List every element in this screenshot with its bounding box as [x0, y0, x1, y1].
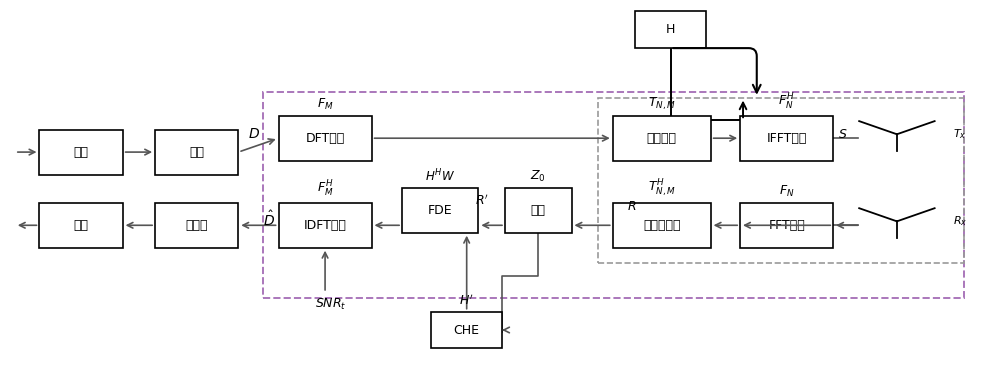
Text: FFT变换: FFT变换 [768, 219, 805, 232]
Text: $F_N$: $F_N$ [779, 184, 794, 199]
Text: $S$: $S$ [838, 128, 848, 141]
Text: CHE: CHE [454, 324, 480, 337]
FancyBboxPatch shape [613, 203, 711, 248]
Text: $F_M^H$: $F_M^H$ [317, 179, 333, 199]
Text: $T_{N,M}$: $T_{N,M}$ [648, 95, 676, 112]
Text: $R$: $R$ [627, 200, 636, 213]
FancyBboxPatch shape [505, 188, 572, 233]
Text: $H'$: $H'$ [459, 293, 474, 308]
Text: 置零: 置零 [531, 204, 546, 217]
Text: $R'$: $R'$ [475, 194, 489, 208]
FancyBboxPatch shape [431, 312, 502, 349]
FancyBboxPatch shape [740, 116, 833, 161]
Text: IDFT变换: IDFT变换 [304, 219, 347, 232]
Text: $D$: $D$ [248, 128, 260, 141]
FancyBboxPatch shape [155, 129, 238, 175]
FancyBboxPatch shape [635, 11, 706, 48]
FancyBboxPatch shape [155, 203, 238, 248]
Text: FDE: FDE [428, 204, 453, 217]
Text: $H^H W$: $H^H W$ [425, 167, 455, 184]
Text: DFT变换: DFT变换 [305, 132, 345, 145]
Text: $T^H_{N,M}$: $T^H_{N,M}$ [648, 178, 676, 199]
Text: 资源映射: 资源映射 [647, 132, 677, 145]
Text: $\hat{D}$: $\hat{D}$ [263, 210, 275, 229]
Text: $T_x$: $T_x$ [953, 128, 966, 141]
FancyBboxPatch shape [613, 116, 711, 161]
FancyBboxPatch shape [39, 129, 123, 175]
Text: 编码: 编码 [74, 146, 89, 159]
FancyBboxPatch shape [279, 116, 372, 161]
Text: 解资源映射: 解资源映射 [643, 219, 680, 232]
FancyBboxPatch shape [740, 203, 833, 248]
Text: $F_M$: $F_M$ [317, 97, 333, 112]
Text: H: H [666, 23, 675, 36]
Text: IFFT变换: IFFT变换 [766, 132, 807, 145]
FancyBboxPatch shape [279, 203, 372, 248]
Text: $F_N^H$: $F_N^H$ [778, 92, 795, 112]
Text: $Z_0$: $Z_0$ [530, 169, 546, 184]
Text: $SNR_t$: $SNR_t$ [315, 296, 347, 312]
Text: $R_x$: $R_x$ [953, 214, 967, 228]
FancyBboxPatch shape [39, 203, 123, 248]
Text: 软解调: 软解调 [185, 219, 208, 232]
Text: 调制: 调制 [189, 146, 204, 159]
FancyBboxPatch shape [402, 188, 478, 233]
Text: 译码: 译码 [74, 219, 89, 232]
